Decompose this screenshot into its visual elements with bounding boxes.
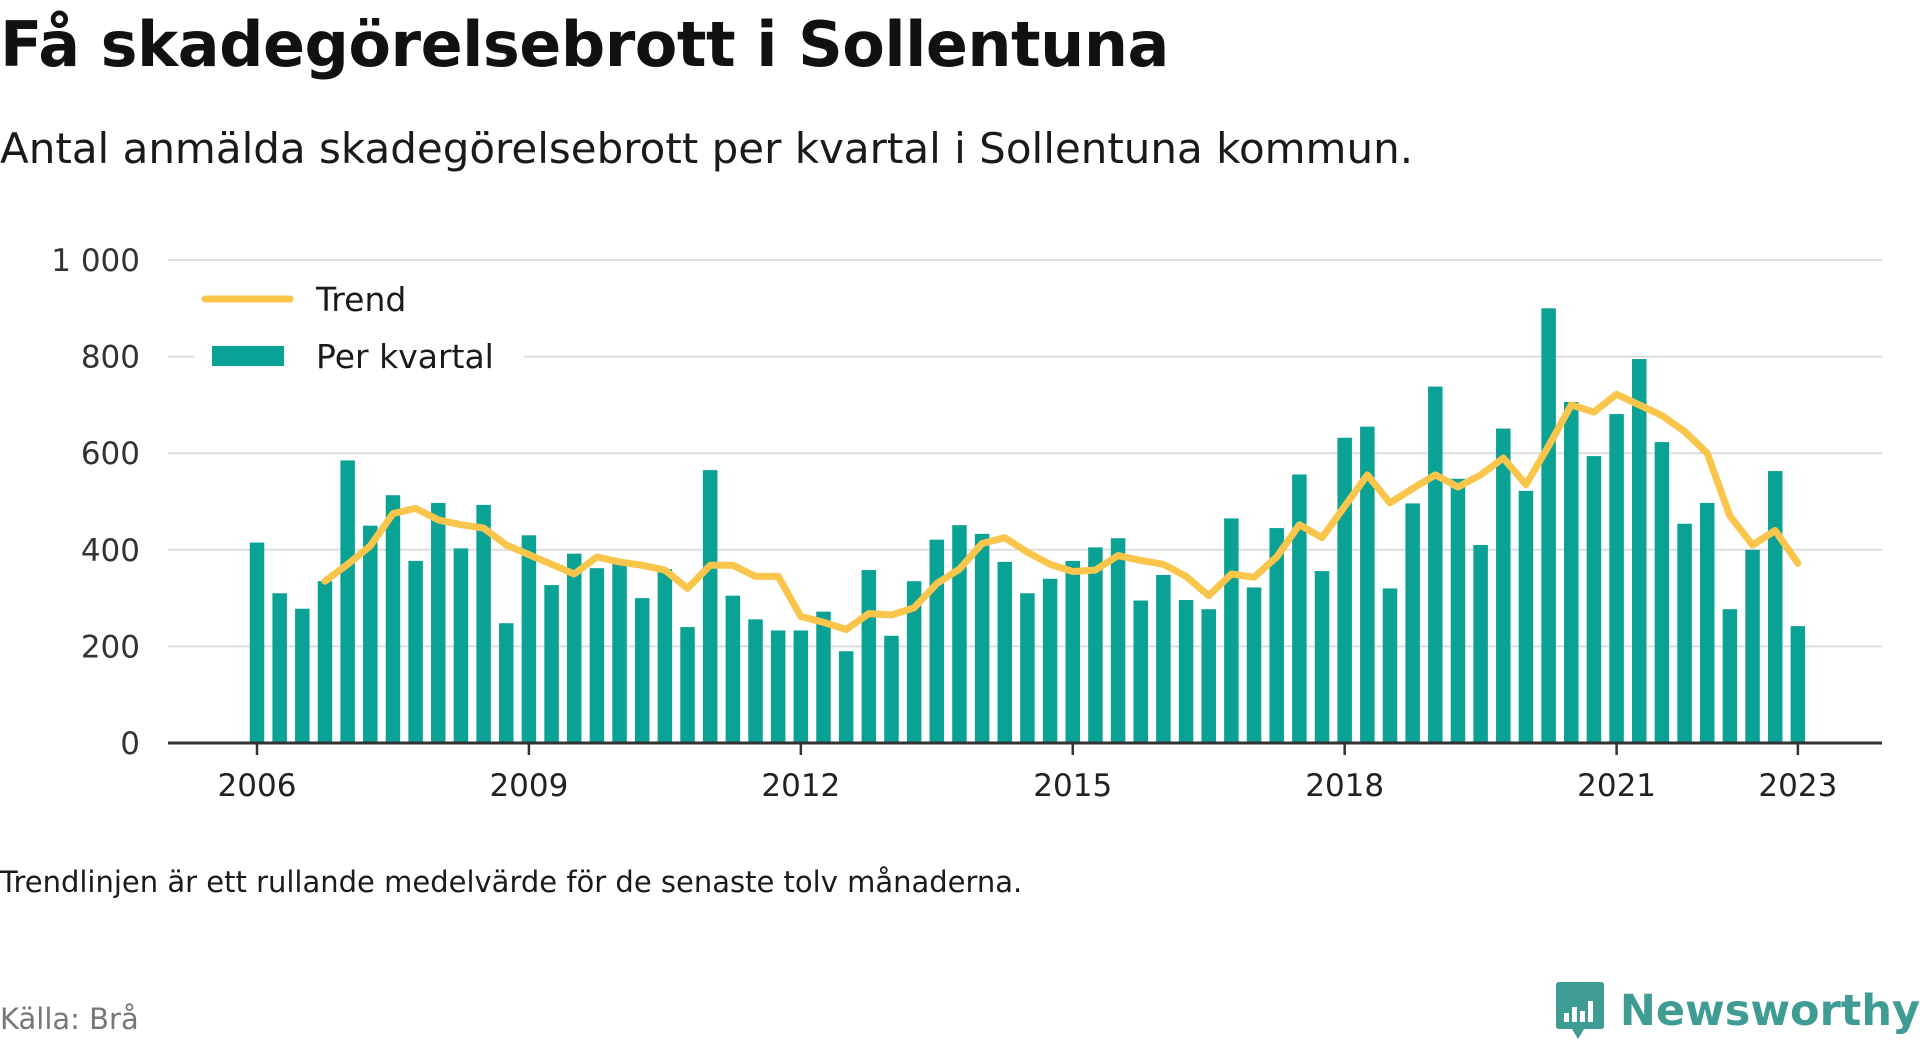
- bar: [1156, 574, 1171, 743]
- bar: [1677, 523, 1692, 743]
- bar: [340, 460, 355, 743]
- bar: [1337, 437, 1352, 743]
- bar: [1178, 600, 1194, 743]
- bar: [1586, 456, 1602, 743]
- bar: [1110, 538, 1126, 743]
- bar: [974, 533, 990, 743]
- legend-label-trend: Trend: [315, 280, 406, 319]
- bar: [589, 568, 605, 743]
- bar: [1450, 478, 1466, 743]
- bar: [431, 502, 446, 743]
- y-tick-label: 800: [81, 340, 140, 376]
- x-tick-label: 2018: [1305, 768, 1384, 804]
- bar: [1065, 560, 1081, 743]
- brand-logo: Newsworthy: [1554, 980, 1920, 1042]
- bar: [1518, 490, 1534, 743]
- bar: [1564, 402, 1579, 743]
- bar: [1269, 528, 1284, 743]
- bar: [1767, 471, 1783, 743]
- bar: [408, 560, 423, 743]
- brand-name: Newsworthy: [1619, 986, 1920, 1036]
- x-tick-label: 2015: [1033, 768, 1112, 804]
- y-tick-label: 200: [81, 629, 140, 665]
- bar: [612, 562, 627, 743]
- y-tick-label: 0: [120, 726, 140, 762]
- bar: [793, 630, 809, 743]
- bar: [748, 619, 763, 743]
- bar: [499, 623, 514, 743]
- bar: [1088, 547, 1103, 743]
- bar: [1654, 442, 1670, 743]
- bar: [1201, 609, 1216, 743]
- bar: [680, 627, 695, 743]
- x-tick-label: 2012: [761, 768, 840, 804]
- legend-label-per-kvartal: Per kvartal: [316, 337, 494, 376]
- bar: [952, 525, 967, 743]
- bars-per-kvartal: [249, 308, 1806, 743]
- x-tick-label: 2006: [218, 768, 297, 804]
- bar: [906, 581, 922, 743]
- footnote: Trendlinjen är ett rullande medelvärde f…: [0, 865, 1023, 899]
- bar: [838, 651, 854, 743]
- trend-line: [321, 390, 1802, 633]
- bar: [1541, 308, 1556, 743]
- bar: [1020, 593, 1035, 743]
- bar: [1609, 414, 1624, 743]
- bar: [657, 569, 673, 743]
- x-tick-label: 2009: [489, 768, 568, 804]
- bar: [634, 598, 650, 743]
- bar: [476, 504, 491, 743]
- bar: [295, 608, 310, 743]
- bar: [453, 548, 469, 743]
- x-tick-label: 2021: [1577, 768, 1656, 804]
- bar: [929, 539, 945, 743]
- bar: [1314, 571, 1330, 743]
- bar: [1133, 600, 1148, 743]
- y-tick-label: 400: [81, 533, 140, 569]
- bar: [1382, 588, 1398, 743]
- legend-swatch-per-kvartal: [212, 346, 284, 366]
- bar: [521, 535, 537, 743]
- bar: [363, 525, 378, 743]
- bar: [1428, 386, 1443, 743]
- bar: [770, 630, 786, 743]
- bar: [884, 635, 899, 743]
- x-tick-label: 2023: [1758, 768, 1837, 804]
- x-axis-ticks: 2006 2009 2012 2015 2018 2021 2023: [218, 743, 1837, 804]
- bar: [317, 581, 333, 743]
- y-axis-labels: 0 200 400 600 800 1 000: [51, 243, 140, 762]
- bar: [1224, 518, 1239, 743]
- bar: [544, 585, 559, 743]
- bar: [816, 611, 831, 743]
- bar: [1042, 578, 1058, 743]
- y-tick-label: 1 000: [51, 243, 140, 279]
- bar: [861, 570, 877, 743]
- chart-subtitle: Antal anmälda skadegörelsebrott per kvar…: [0, 124, 1414, 173]
- bar-chart-speech-bubble-icon: [1555, 982, 1604, 1039]
- bar: [1790, 626, 1806, 743]
- legend: Trend Per kvartal: [194, 270, 524, 380]
- bar: [1473, 544, 1488, 743]
- bar: [1745, 549, 1760, 743]
- bar: [1496, 428, 1511, 743]
- bar: [272, 593, 287, 743]
- bar: [1405, 503, 1420, 743]
- bar: [249, 542, 265, 743]
- bar: [997, 561, 1013, 743]
- bar: [1699, 502, 1715, 743]
- y-tick-label: 600: [81, 436, 140, 472]
- source-label: Källa: Brå: [0, 1002, 139, 1036]
- chart-title: Få skadegörelsebrott i Sollentuna: [0, 8, 1169, 81]
- bar: [725, 595, 741, 743]
- bar: [1360, 426, 1375, 743]
- bar: [566, 553, 582, 743]
- bar: [702, 470, 718, 743]
- bar: [1632, 359, 1647, 743]
- bar: [1722, 609, 1738, 743]
- bar: [1292, 474, 1307, 743]
- bar: [1246, 587, 1262, 743]
- bar: [385, 495, 401, 743]
